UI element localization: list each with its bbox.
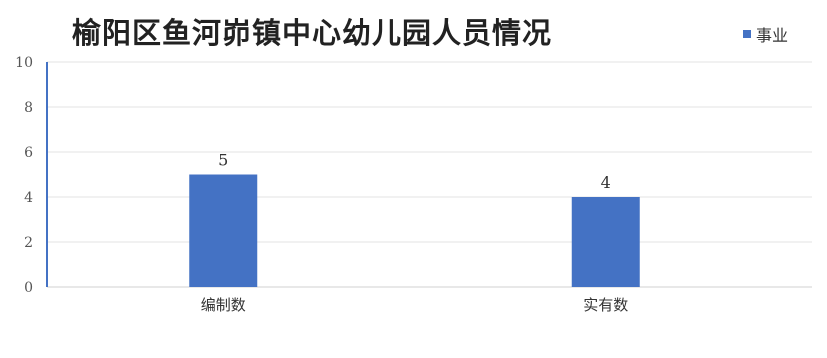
y-tick-label: 2 — [24, 235, 33, 251]
x-tick-label: 编制数 — [201, 296, 246, 314]
chart-title: 榆阳区鱼河峁镇中心幼儿园人员情况 — [72, 16, 553, 50]
x-tick-label: 实有数 — [583, 296, 628, 314]
legend-swatch — [743, 30, 751, 38]
y-tick-label: 4 — [24, 190, 33, 206]
y-tick-label: 10 — [15, 55, 33, 71]
y-tick-label: 8 — [24, 100, 33, 116]
legend: 事业 — [743, 22, 788, 46]
y-tick-label: 6 — [24, 145, 33, 161]
data-label: 4 — [601, 173, 611, 192]
data-label: 5 — [218, 151, 228, 170]
bar — [189, 174, 258, 287]
y-tick-label: 0 — [24, 280, 33, 296]
bar — [571, 197, 640, 287]
legend-label: 事业 — [756, 26, 789, 45]
